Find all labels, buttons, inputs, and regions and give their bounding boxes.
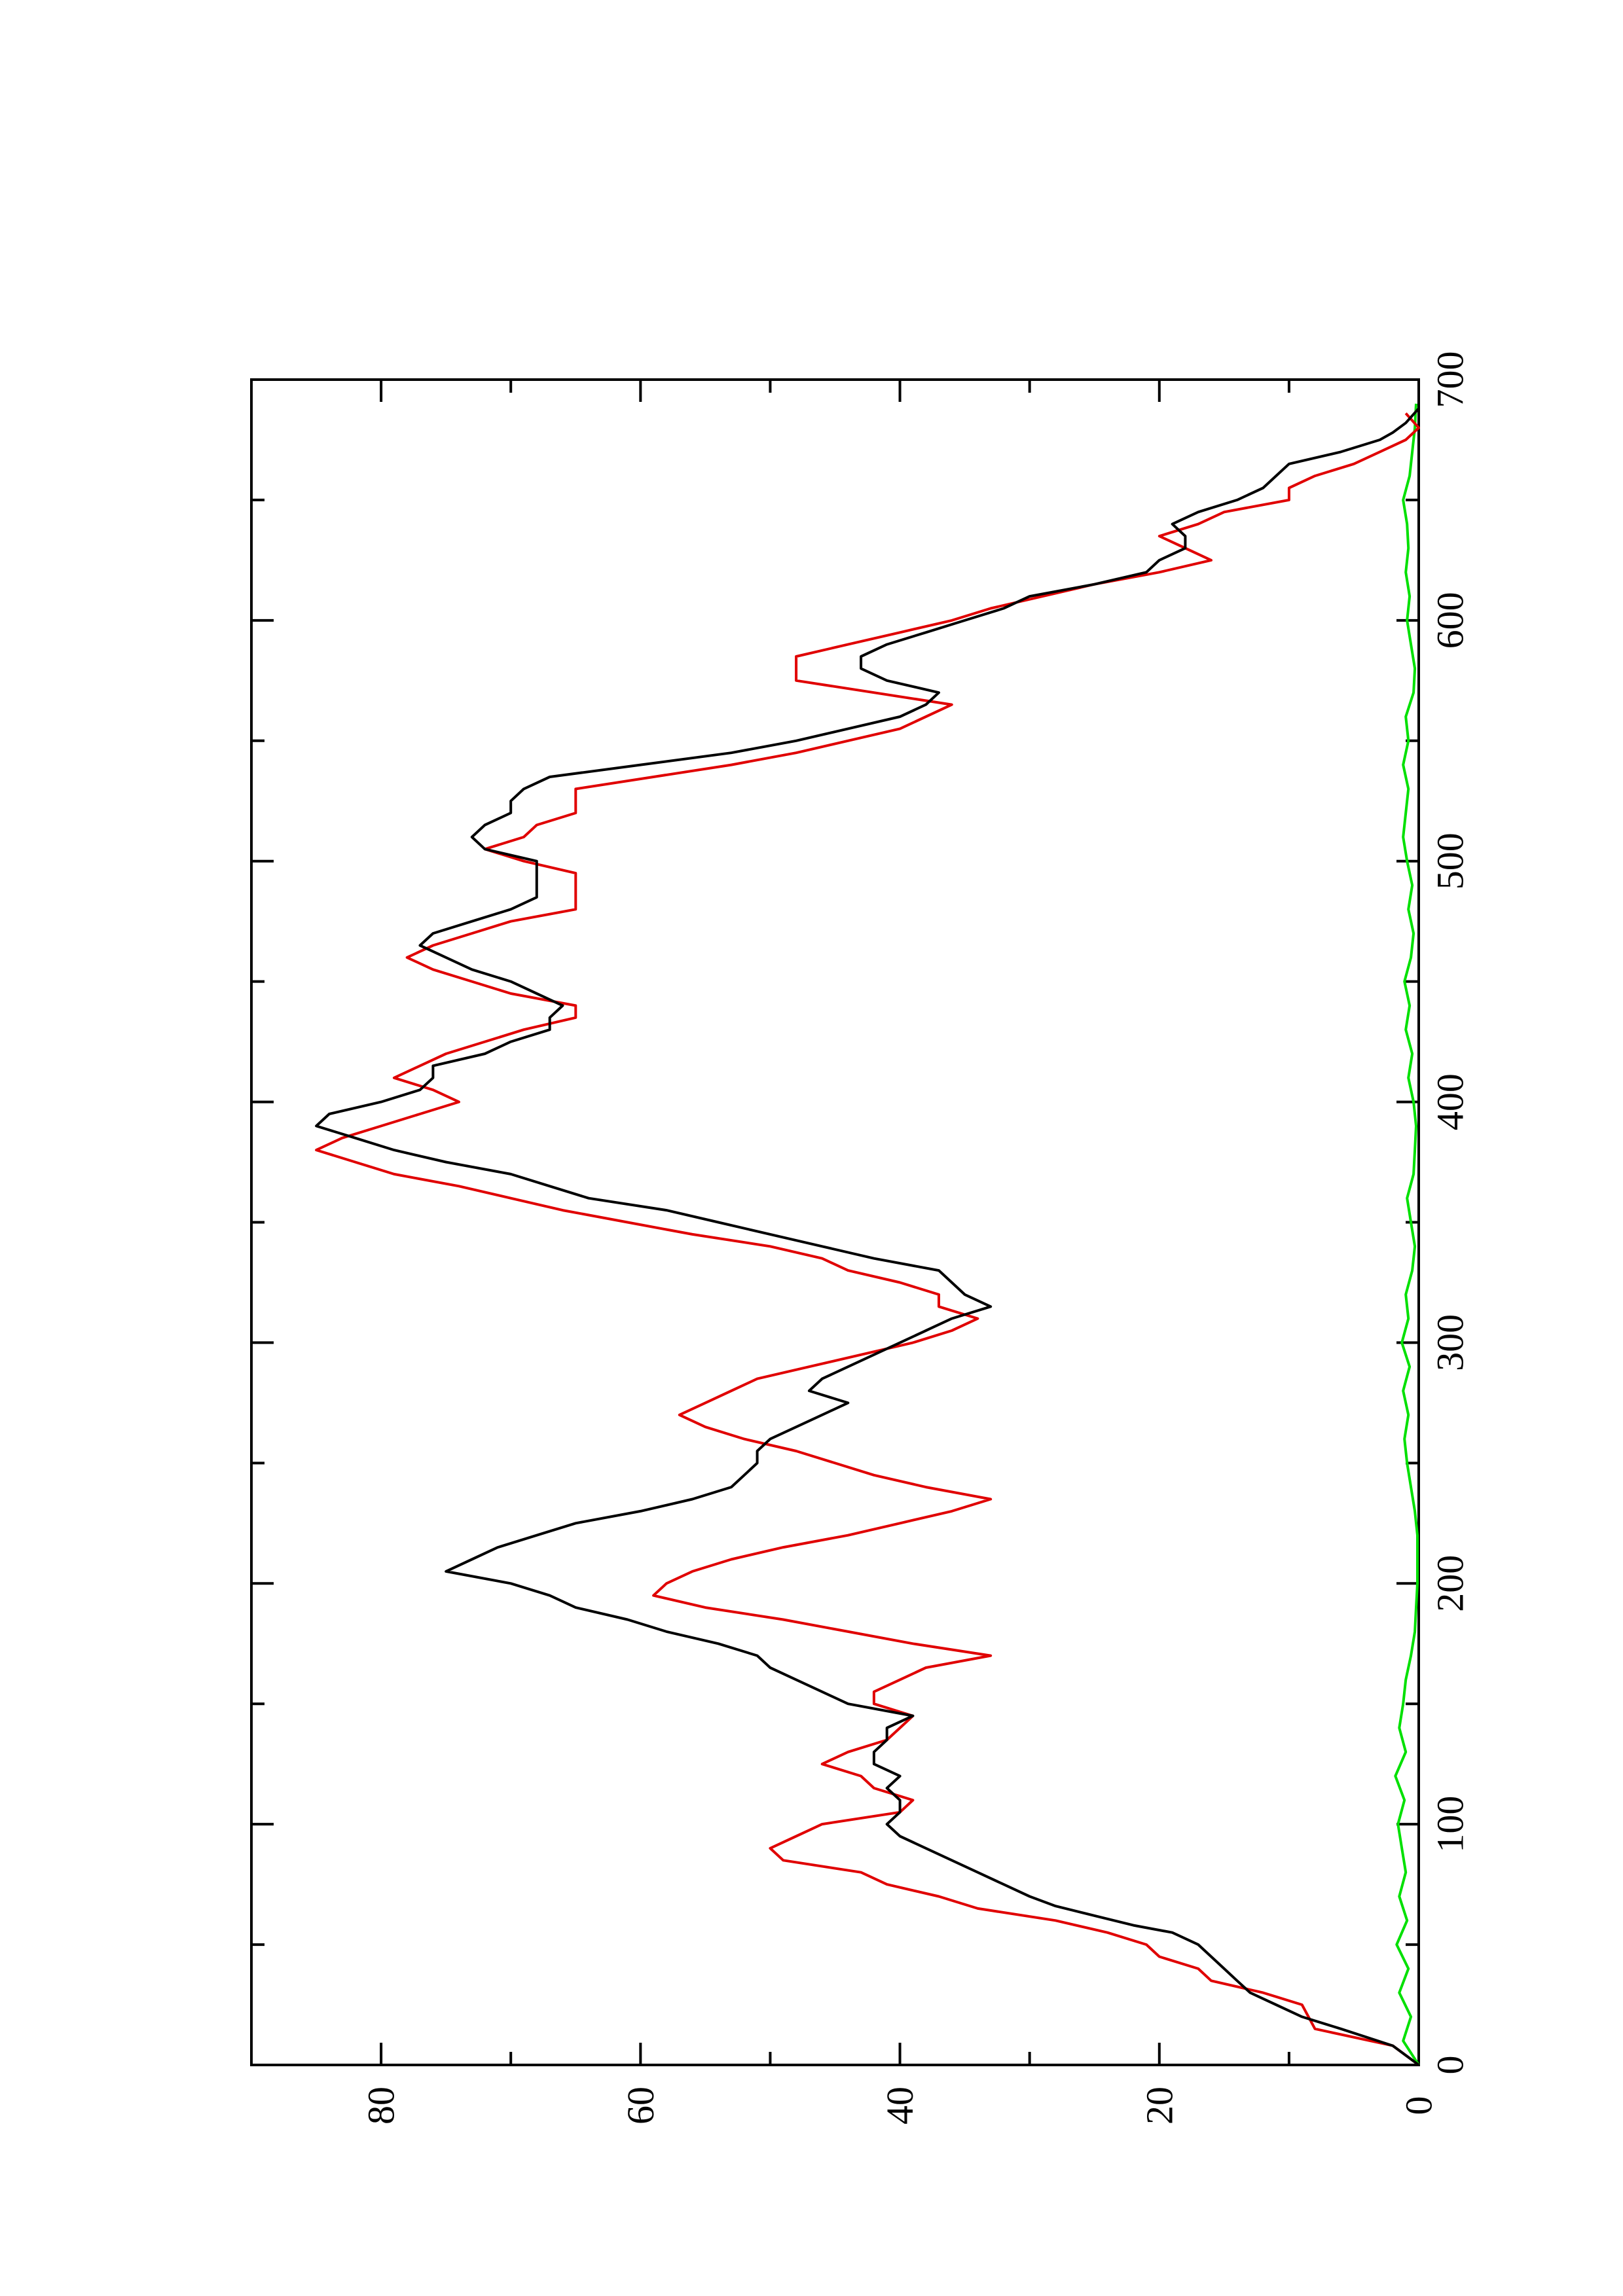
series-layer — [315, 403, 1420, 2066]
x-tick-label: 600 — [1429, 592, 1472, 649]
y-tick-label: 80 — [360, 2087, 403, 2125]
y-tick-label: 0 — [1398, 2096, 1440, 2115]
x-tick-label: 100 — [1429, 1796, 1472, 1853]
x-tick-label: 500 — [1429, 833, 1472, 889]
x-tick-label: 700 — [1429, 351, 1472, 408]
x-tick-label: 300 — [1429, 1314, 1472, 1371]
x-tick-label: 200 — [1429, 1555, 1472, 1612]
plot-frame — [250, 378, 1420, 2066]
series-red-line — [315, 412, 1420, 2066]
x-tick-label: 400 — [1429, 1073, 1472, 1130]
tick-labels: 0 100 200 300 400 500 600 700 0 20 40 60 80 — [360, 351, 1472, 2125]
y-tick-label: 60 — [619, 2087, 662, 2125]
series-black-line — [315, 407, 1420, 2066]
y-tick-label: 20 — [1138, 2087, 1180, 2125]
y-tick-label: 40 — [879, 2087, 921, 2125]
x-tick-label: 0 — [1429, 2056, 1472, 2075]
series-green-line — [1394, 403, 1420, 2066]
ticks — [251, 378, 1420, 2066]
